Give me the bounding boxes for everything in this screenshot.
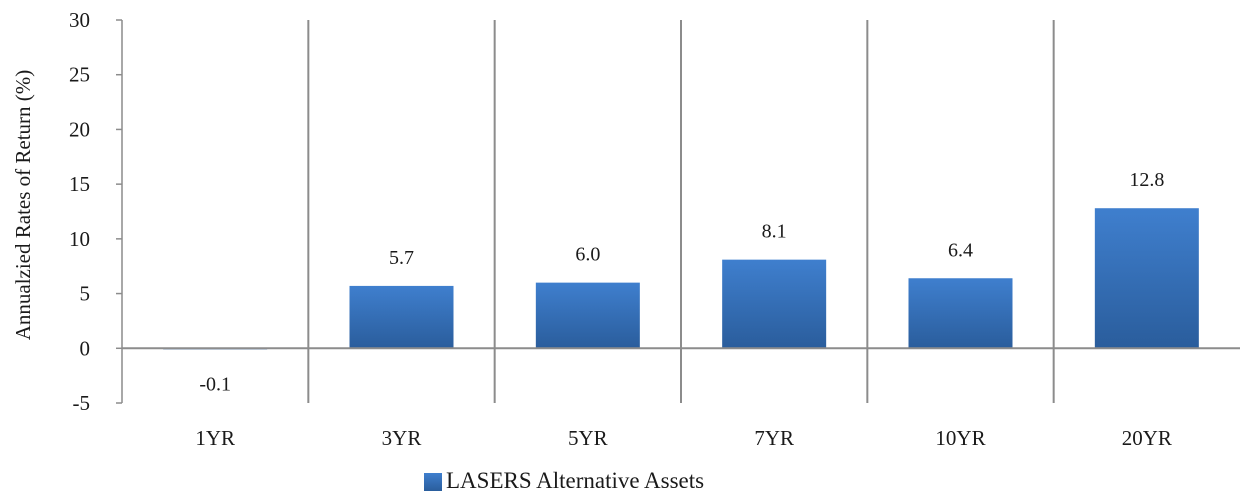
x-category-label: 10YR — [935, 426, 985, 450]
axes — [116, 19, 1240, 404]
legend: LASERS Alternative Assets — [424, 468, 704, 493]
y-tick-label: 30 — [69, 8, 90, 32]
y-tick-label: 15 — [69, 172, 90, 196]
data-label: 5.7 — [389, 247, 414, 269]
bar — [722, 259, 827, 349]
y-tick-label: 0 — [80, 336, 91, 360]
bar — [1094, 208, 1199, 349]
data-labels: -0.1 5.7 6.0 8.1 6.4 12.8 — [199, 169, 1164, 395]
bar — [349, 285, 454, 349]
y-tick-label: 20 — [69, 117, 90, 141]
y-axis-title: Annualzied Rates of Return (%) — [11, 70, 35, 341]
legend-label: LASERS Alternative Assets — [446, 468, 704, 493]
data-label: 6.4 — [948, 239, 973, 261]
y-tick-label: 10 — [69, 227, 90, 251]
y-tick-label: 5 — [80, 282, 91, 306]
x-category-label: 5YR — [568, 426, 608, 450]
x-axis-category-labels: 1YR 3YR 5YR 7YR 10YR 20YR — [195, 426, 1172, 450]
y-tick-label: 25 — [69, 63, 90, 87]
y-tick-label: -5 — [73, 391, 91, 415]
bar-series — [163, 208, 1199, 350]
x-category-label: 20YR — [1122, 426, 1172, 450]
x-category-label: 3YR — [382, 426, 422, 450]
data-label: 12.8 — [1129, 169, 1164, 191]
x-category-label: 7YR — [754, 426, 794, 450]
x-category-label: 1YR — [195, 426, 235, 450]
category-separators — [307, 20, 1055, 403]
bar — [908, 278, 1013, 349]
data-label: 6.0 — [575, 244, 600, 266]
data-label: -0.1 — [199, 373, 231, 395]
y-axis-tick-labels: -5 0 5 10 15 20 25 30 — [69, 8, 90, 415]
data-label: 8.1 — [762, 221, 787, 243]
bar — [535, 282, 640, 349]
legend-swatch — [424, 473, 442, 491]
